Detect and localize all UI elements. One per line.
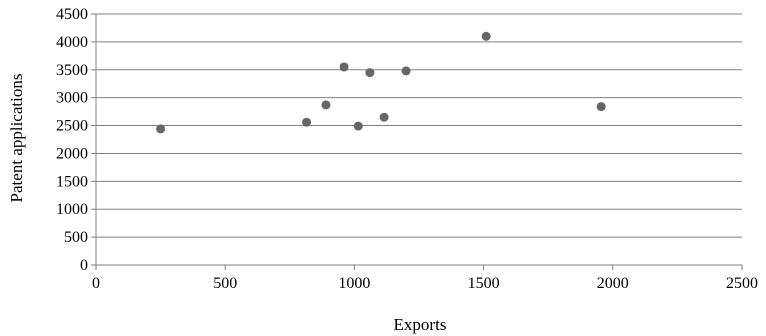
data-point [401,66,411,76]
x-tick-label: 2500 [726,275,758,292]
data-point [365,68,375,78]
data-point [156,124,166,134]
y-tick-label: 1500 [56,173,88,190]
y-axis-title: Patent applications [7,74,26,203]
y-tick-label: 3000 [56,90,88,107]
y-tick-label: 500 [64,229,88,246]
data-point [379,112,389,122]
y-tick-label: 0 [80,257,88,274]
x-axis-title: Exports [394,315,447,334]
data-point [339,62,349,72]
x-tick-label: 2000 [597,275,629,292]
x-tick-label: 1500 [468,275,500,292]
data-point [481,31,491,41]
data-point [596,102,606,112]
tick-labels: 0 500 1000 1500 2000 2500 3000 3500 4000 4500 0 500… [56,6,758,292]
x-tick-label: 500 [213,275,237,292]
data-points [156,31,606,134]
gridlines [96,13,742,238]
y-tick-label: 3500 [56,62,88,79]
y-tick-label: 2000 [56,145,88,162]
data-point [302,117,312,127]
x-tick-label: 0 [92,275,100,292]
y-tick-label: 4000 [56,34,88,51]
data-point [353,121,363,131]
axes [91,13,743,270]
x-tick-label: 1000 [338,275,370,292]
y-tick-label: 4500 [56,6,88,23]
data-point [321,100,331,110]
y-tick-label: 2500 [56,118,88,135]
y-tick-label: 1000 [56,201,88,218]
